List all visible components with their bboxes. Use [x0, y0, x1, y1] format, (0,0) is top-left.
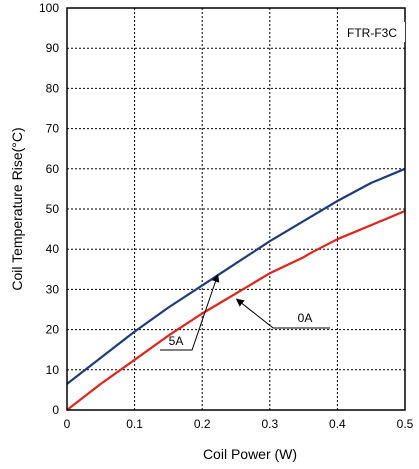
x-tick-label: 0.3 — [261, 417, 278, 431]
grid-lines — [67, 8, 405, 410]
y-axis-title: Coil Temperature Rise(°C) — [9, 127, 25, 290]
x-tick-label: 0.5 — [397, 417, 414, 431]
series-line-0A — [66, 209, 406, 411]
y-tick-label: 50 — [46, 202, 60, 216]
x-axis-title: Coil Power (W) — [203, 446, 297, 462]
y-tick-label: 70 — [46, 122, 60, 136]
x-tick-label: 0.2 — [194, 417, 211, 431]
annotation-label-5A: 5A — [169, 334, 184, 348]
annotation-leader-0A — [235, 298, 330, 329]
y-tick-label: 0 — [52, 403, 59, 417]
model-label: FTR-F3C — [347, 26, 397, 40]
y-tick-label: 90 — [46, 41, 60, 55]
y-tick-label: 20 — [46, 323, 60, 337]
annotation-label-0A: 0A — [298, 311, 313, 325]
y-tick-label: 80 — [46, 81, 60, 95]
x-tick-labels: 0 0.1 0.2 0.3 0.4 0.5 — [64, 417, 414, 431]
annotations: 5A 0A — [160, 273, 330, 351]
series-line-5A — [66, 167, 406, 385]
x-tick-label: 0.1 — [126, 417, 143, 431]
annotation-leader-5A — [160, 273, 220, 351]
y-tick-label: 40 — [46, 242, 60, 256]
y-tick-label: 60 — [46, 162, 60, 176]
x-tick-label: 0 — [64, 417, 71, 431]
x-tick-label: 0.4 — [329, 417, 346, 431]
y-tick-label: 10 — [46, 363, 60, 377]
y-tick-label: 30 — [46, 282, 60, 296]
y-tick-labels: 0 10 20 30 40 50 60 70 80 90 100 — [39, 1, 59, 417]
y-tick-label: 100 — [39, 1, 59, 15]
plot-frame — [66, 7, 406, 411]
model-label-box — [339, 22, 405, 42]
series-lines — [66, 167, 406, 411]
